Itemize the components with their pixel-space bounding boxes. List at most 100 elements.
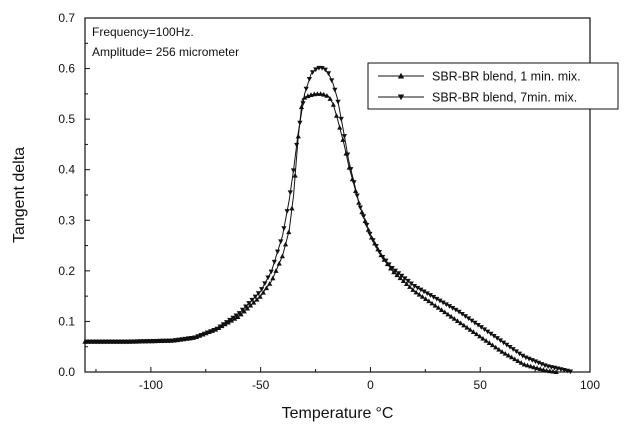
data-point bbox=[367, 231, 373, 237]
data-point bbox=[297, 120, 303, 126]
legend-marker bbox=[397, 94, 405, 101]
data-point bbox=[413, 289, 419, 295]
data-point bbox=[486, 340, 492, 345]
data-point bbox=[435, 305, 441, 310]
data-point bbox=[322, 67, 328, 73]
data-point bbox=[300, 101, 306, 106]
data-point bbox=[169, 338, 176, 344]
data-point bbox=[411, 284, 418, 289]
data-point bbox=[496, 346, 502, 352]
data-point bbox=[383, 258, 389, 264]
data-point bbox=[540, 367, 547, 372]
data-point bbox=[499, 349, 505, 354]
data-point bbox=[263, 285, 270, 291]
data-point bbox=[392, 268, 398, 274]
data-point bbox=[544, 367, 550, 373]
data-point bbox=[290, 168, 297, 174]
data-point bbox=[287, 190, 293, 196]
data-point bbox=[286, 229, 292, 235]
data-point bbox=[370, 238, 376, 243]
data-point bbox=[480, 335, 486, 341]
data-point bbox=[236, 311, 242, 316]
data-point bbox=[204, 330, 211, 336]
data-point bbox=[497, 338, 504, 344]
data-point bbox=[292, 172, 298, 178]
legend-box bbox=[367, 62, 619, 110]
data-point bbox=[504, 342, 510, 348]
data-point bbox=[501, 340, 507, 346]
x-axis-title-text: Temperature bbox=[282, 405, 372, 422]
data-point bbox=[531, 364, 537, 370]
data-point bbox=[438, 307, 445, 312]
data-point bbox=[188, 335, 195, 341]
data-point bbox=[478, 325, 484, 330]
data-point bbox=[426, 298, 432, 304]
data-point bbox=[526, 356, 532, 362]
data-point bbox=[303, 86, 309, 92]
x-tick-label: -100 bbox=[139, 378, 163, 392]
data-point bbox=[341, 134, 348, 139]
data-point bbox=[337, 124, 343, 130]
data-point bbox=[289, 205, 295, 211]
data-point bbox=[442, 309, 448, 315]
data-point bbox=[450, 306, 456, 311]
data-point bbox=[195, 334, 201, 339]
data-point bbox=[440, 300, 446, 306]
data-point bbox=[321, 91, 327, 97]
data-point bbox=[477, 333, 483, 339]
data-point bbox=[464, 324, 470, 330]
y-tick-label: 0.2 bbox=[58, 264, 75, 278]
data-point bbox=[317, 91, 324, 96]
data-point bbox=[532, 359, 539, 365]
data-point bbox=[295, 133, 301, 139]
data-point bbox=[415, 285, 421, 291]
data-point bbox=[345, 152, 351, 158]
data-point bbox=[481, 327, 488, 333]
data-point bbox=[294, 142, 300, 148]
series-7min bbox=[83, 65, 574, 375]
data-point bbox=[224, 320, 230, 325]
data-point bbox=[335, 99, 341, 105]
data-point bbox=[254, 296, 260, 302]
data-point bbox=[523, 355, 529, 361]
data-point bbox=[246, 301, 252, 306]
data-point bbox=[327, 96, 333, 101]
data-point bbox=[407, 284, 413, 289]
annotation-frequency: Frequency=100Hz. bbox=[92, 25, 194, 39]
data-point bbox=[270, 275, 276, 281]
data-point bbox=[403, 281, 410, 286]
y-tick-label: 0.6 bbox=[58, 62, 75, 76]
data-point bbox=[456, 309, 462, 315]
data-point bbox=[348, 167, 354, 172]
data-point bbox=[376, 249, 383, 255]
data-point bbox=[214, 326, 220, 332]
data-point bbox=[330, 102, 336, 107]
data-point bbox=[354, 193, 360, 199]
ticks-layer: -100 -50 0 50 100 0.0 0.1 0.2 0.3 0.4 0.5 0.6 0.7 bbox=[58, 11, 600, 392]
legend-marker bbox=[397, 72, 405, 79]
data-point bbox=[262, 281, 268, 286]
data-point bbox=[553, 369, 559, 374]
x-axis-title-unit: °C bbox=[375, 405, 393, 422]
data-point bbox=[192, 335, 198, 341]
data-point bbox=[235, 314, 241, 319]
data-point bbox=[539, 362, 545, 367]
data-point bbox=[491, 333, 497, 339]
y-tick-label: 0.4 bbox=[58, 163, 75, 177]
data-point bbox=[351, 180, 357, 185]
data-point bbox=[467, 327, 473, 332]
data-point bbox=[257, 294, 263, 299]
annotation-amplitude: Amplitude= 256 micrometer bbox=[92, 45, 239, 59]
data-point bbox=[446, 304, 453, 309]
data-point bbox=[494, 336, 500, 341]
legend-symbol-7min bbox=[378, 94, 424, 101]
data-point bbox=[255, 291, 262, 296]
data-point bbox=[273, 268, 279, 273]
data-point bbox=[380, 254, 386, 260]
data-point bbox=[244, 305, 250, 311]
data-point bbox=[472, 320, 478, 326]
data-point bbox=[470, 329, 477, 334]
data-point bbox=[430, 295, 437, 300]
data-point bbox=[208, 329, 214, 334]
